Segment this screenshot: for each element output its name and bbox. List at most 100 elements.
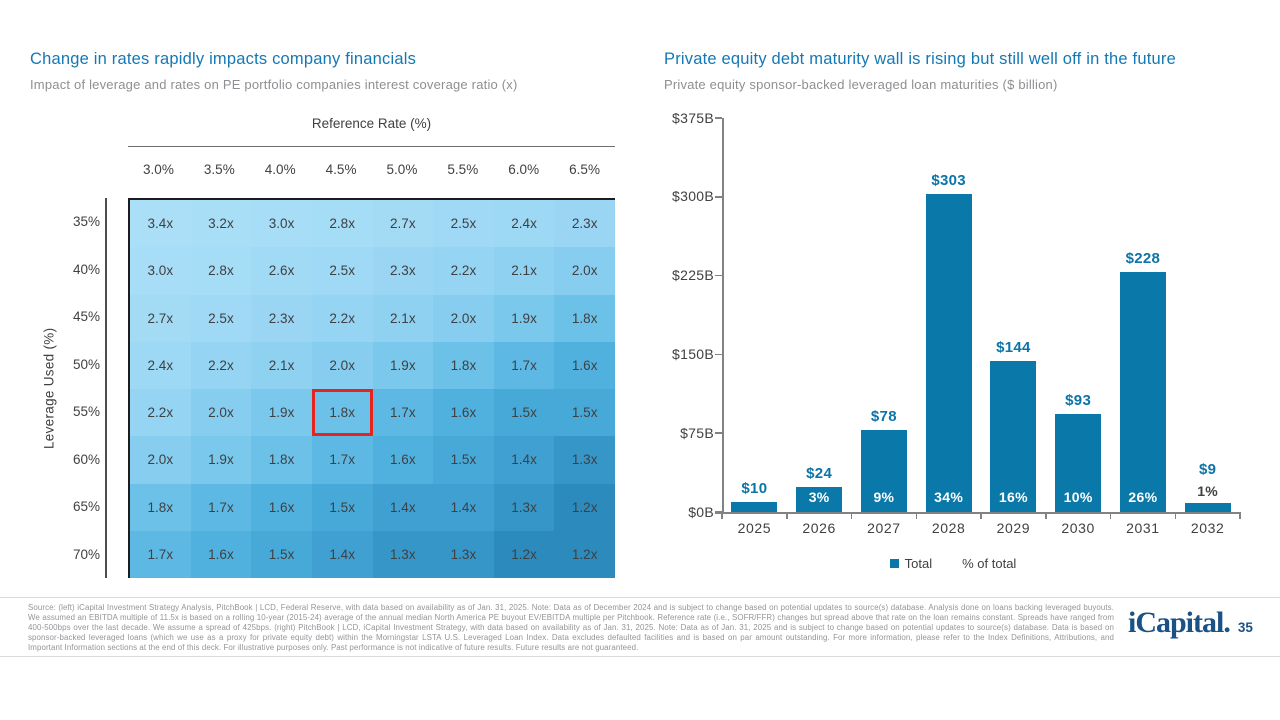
x-category-label: 2029 (996, 520, 1031, 536)
heatmap-cell: 1.8x (433, 341, 494, 389)
bar-value-label: $78 (870, 408, 897, 426)
heatmap-cell: 1.4x (493, 436, 555, 484)
heatmap-cell: 2.0x (433, 294, 494, 342)
bar-value-label: $303 (931, 171, 966, 189)
heatmap-cell: 1.6x (433, 389, 494, 437)
heatmap-row-label: 70% (72, 546, 100, 562)
heatmap-row-label: 40% (72, 261, 100, 277)
heatmap-cell: 2.5x (433, 200, 494, 248)
left-chart-subtitle: Impact of leverage and rates on PE portf… (30, 77, 518, 92)
heatmap-cell: 2.6x (251, 247, 312, 295)
heatmap-cell: 1.8x (130, 483, 191, 531)
heatmap-cell: 1.5x (433, 436, 494, 484)
right-chart-title: Private equity debt maturity wall is ris… (664, 50, 1176, 68)
y-tick-label: $75B (680, 424, 714, 441)
heatmap-cell: 2.0x (554, 247, 615, 295)
heatmap-cell: 1.2x (554, 530, 615, 578)
footer-disclaimer-line: 400-500bps over the last decade. We assu… (28, 622, 1114, 632)
heatmap-cell: 1.3x (493, 483, 555, 531)
heatmap-cell: 1.3x (433, 530, 494, 578)
y-tick-label: $225B (672, 267, 714, 284)
bar: 10% (1055, 414, 1102, 512)
heatmap-cell: 1.7x (372, 389, 434, 437)
heatmap-cell: 1.4x (311, 530, 373, 578)
x-tick-mark (850, 512, 853, 519)
bar-slot: $303 34% (916, 118, 981, 512)
heatmap-col-header: 4.5% (325, 162, 357, 177)
bar-chart-x-axis-line (715, 512, 1240, 514)
bar-value-label: $24 (806, 464, 833, 482)
heatmap-col-header: 3.5% (203, 162, 235, 177)
bar: 16% (990, 360, 1037, 512)
bar-pct-label: 10% (1063, 489, 1093, 505)
bar-slot: $10 (722, 118, 787, 512)
legend-item-pct: % of total (962, 556, 1016, 571)
heatmap-chart: Reference Rate (%) 3.0% 3.5% 4.0% 4.5% 5.0% 5… (30, 110, 646, 590)
heatmap-y-axis-line (105, 198, 107, 578)
x-category-label: 2030 (1061, 520, 1095, 536)
bar-chart-x-labels: 2025 2026 2027 2028 2029 2030 2031 2032 (722, 520, 1240, 536)
heatmap-cell: 1.9x (190, 436, 252, 484)
heatmap-cell: 3.0x (130, 247, 191, 295)
bar-slot: $78 9% (852, 118, 917, 512)
icapital-logo: iCapital. (1128, 606, 1231, 639)
bar: 9% (860, 430, 907, 512)
bar: 26% (1119, 272, 1166, 512)
x-tick-mark (721, 512, 723, 519)
heatmap-cell: 2.2x (433, 247, 494, 295)
footer-disclaimer: Source: (left) iCapital Investment Strat… (28, 603, 1114, 653)
heatmap-cell: 1.4x (433, 483, 494, 531)
heatmap-cell: 1.8x (554, 294, 615, 342)
heatmap-header-divider (128, 146, 615, 147)
y-tick-label: $300B (672, 188, 714, 205)
heatmap-cell: 2.8x (190, 247, 252, 295)
heatmap-cell: 1.3x (372, 530, 434, 578)
x-category-label: 2026 (802, 520, 836, 536)
heatmap-row-labels: 35% 40% 45% 50% 55% 60% 65% 70% (48, 198, 100, 578)
heatmap-cell: 2.5x (190, 294, 252, 342)
x-tick-mark (786, 512, 788, 519)
footer-disclaimer-line: We assumed an EBITDA multiple of 11.5x i… (28, 612, 1114, 622)
heatmap-cell: 2.2x (130, 389, 191, 437)
footer-top-rule (0, 597, 1280, 598)
heatmap-col-header: 4.0% (264, 162, 296, 177)
y-tick-label: $0B (688, 503, 714, 520)
heatmap-cell: 2.7x (372, 200, 434, 248)
heatmap-cells: 3.4x 3.2x 3.0x 2.8x 2.7x 2.5x 2.4x 2.3x 3.0x 2.8x… (128, 198, 615, 578)
x-tick-mark (980, 512, 982, 519)
footer-disclaimer-line: Source: (left) iCapital Investment Strat… (28, 603, 1114, 612)
heatmap-cell: 1.9x (493, 294, 555, 342)
bar-chart: $375B $300B $225B $150B $75B $0B $10 $24 3% $78 9… (664, 110, 1264, 590)
heatmap-cell: 3.2x (190, 200, 252, 248)
heatmap-cell: 1.2x (493, 530, 555, 578)
heatmap-row-label: 65% (72, 499, 100, 515)
bar (1184, 502, 1231, 512)
x-category-label: 2028 (931, 520, 966, 536)
bar-pct-label: 34% (934, 489, 964, 505)
bar-slot: $228 26% (1111, 118, 1176, 512)
bar-value-label: $144 (996, 338, 1031, 356)
heatmap-cell: 1.5x (251, 530, 312, 578)
heatmap-cell: 2.1x (372, 294, 434, 342)
heatmap-cell: 2.4x (493, 200, 555, 248)
bar-slot: $144 16% (981, 118, 1046, 512)
heatmap-row-label: 60% (72, 451, 100, 467)
heatmap-cell: 2.3x (372, 247, 434, 295)
x-category-label: 2031 (1126, 520, 1160, 536)
footer-bottom-rule (0, 656, 1280, 657)
heatmap-cell: 2.1x (251, 341, 312, 389)
y-tick-mark (715, 432, 722, 434)
heatmap-col-header: 6.5% (569, 162, 600, 177)
heatmap-cell: 1.9x (372, 341, 434, 389)
legend-total-label: Total (904, 556, 933, 571)
heatmap-row-label: 45% (72, 309, 100, 325)
bar-value-label: $93 (1065, 392, 1092, 410)
heatmap-cell: 2.3x (554, 200, 615, 248)
heatmap-cell: 2.4x (130, 341, 191, 389)
heatmap-cell: 1.7x (493, 341, 555, 389)
bar-pct-label: 1% (1197, 482, 1219, 499)
x-category-label: 2027 (867, 520, 901, 536)
y-tick-mark (715, 117, 722, 119)
heatmap-cell: 1.4x (372, 483, 434, 531)
